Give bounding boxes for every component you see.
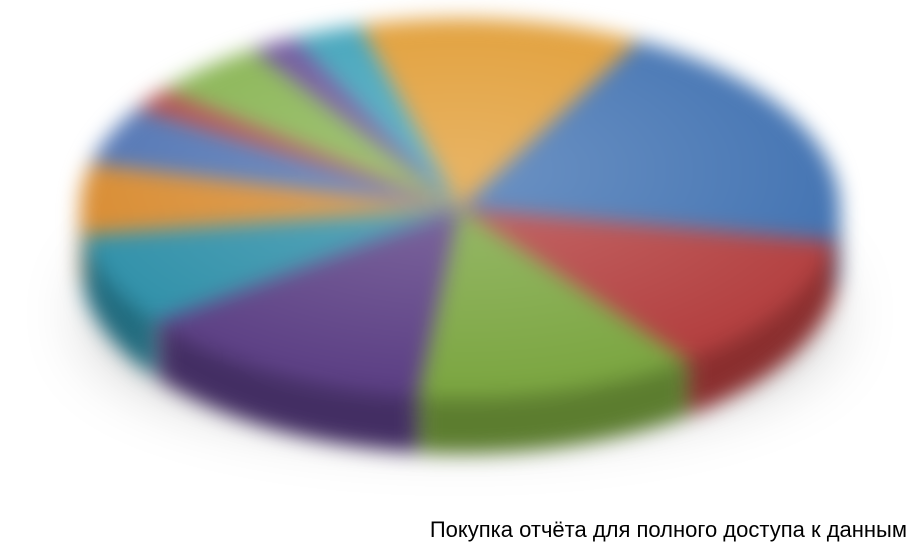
pie-chart xyxy=(40,0,880,493)
chart-caption: Покупка отчёта для полного доступа к дан… xyxy=(430,517,907,543)
pie-highlight xyxy=(80,18,840,398)
chart-stage: Покупка отчёта для полного доступа к дан… xyxy=(0,0,919,553)
